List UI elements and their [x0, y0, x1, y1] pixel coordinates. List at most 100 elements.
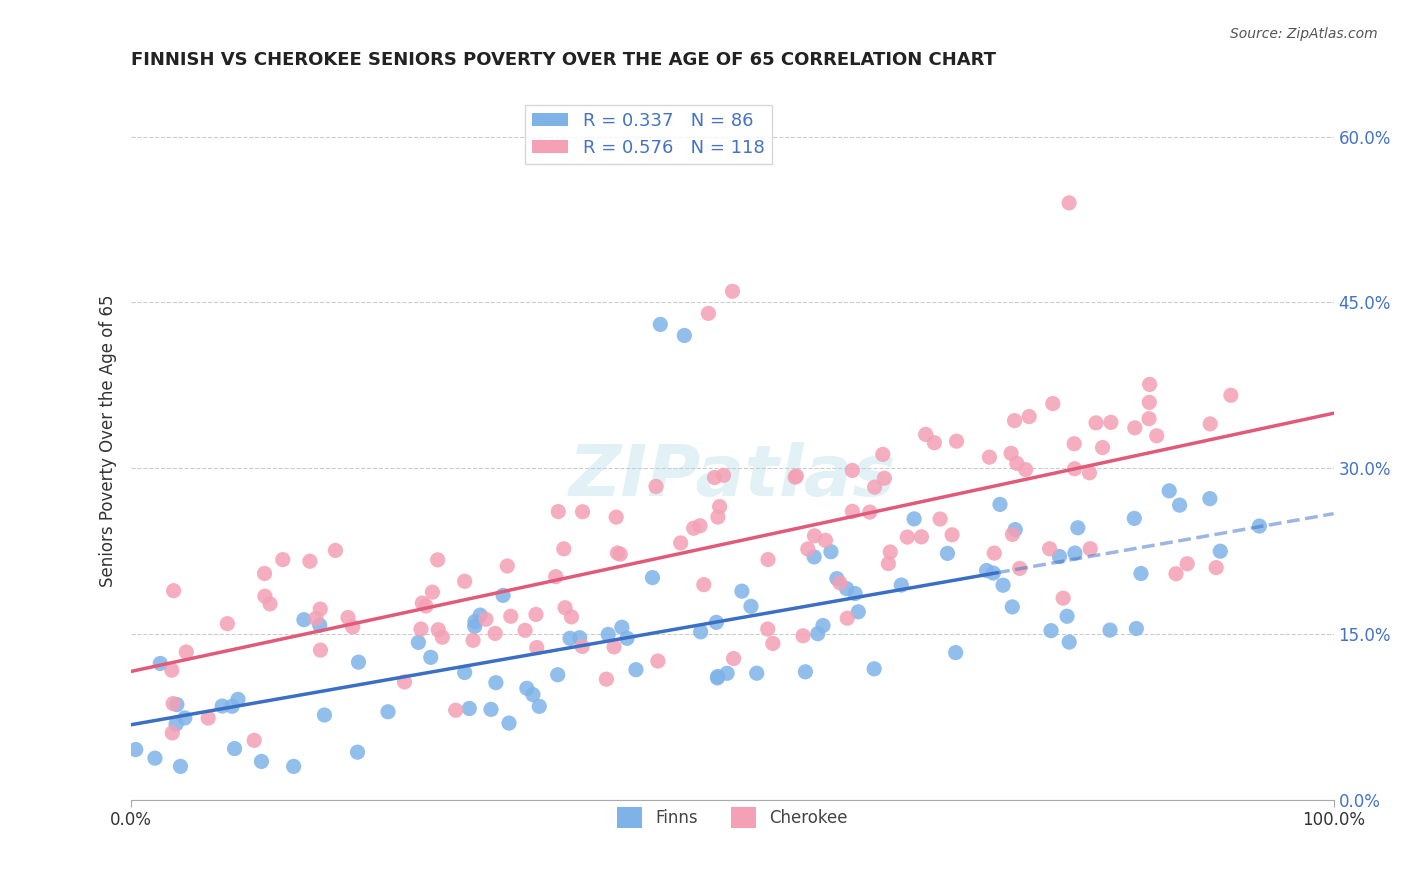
Point [173, 711, 195, 725]
Point [453, 574, 475, 589]
Point [941, 528, 963, 542]
Point [879, 545, 901, 559]
Point [890, 578, 912, 592]
Point [308, 618, 330, 632]
Point [1123, 421, 1146, 435]
Point [553, 541, 575, 556]
Point [485, 675, 508, 690]
Point [792, 629, 814, 643]
Point [554, 600, 576, 615]
Point [162, 726, 184, 740]
Point [342, 620, 364, 634]
Point [513, 624, 536, 638]
Point [1159, 483, 1181, 498]
Point [647, 654, 669, 668]
Point [723, 651, 745, 665]
Point [689, 518, 711, 533]
Point [709, 500, 731, 514]
Point [292, 613, 315, 627]
Point [544, 569, 567, 583]
Point [598, 627, 620, 641]
Point [988, 497, 1011, 511]
Point [605, 510, 627, 524]
Point [143, 751, 166, 765]
Point [411, 596, 433, 610]
Point [1168, 498, 1191, 512]
Point [846, 605, 869, 619]
Point [945, 434, 967, 449]
Point [745, 666, 768, 681]
Point [814, 533, 837, 548]
Point [1000, 446, 1022, 460]
Point [298, 554, 321, 568]
Point [1008, 561, 1031, 575]
Point [432, 630, 454, 644]
Point [470, 608, 492, 623]
Point [558, 632, 581, 646]
Point [174, 645, 197, 659]
Point [453, 665, 475, 680]
Point [1078, 466, 1101, 480]
Point [1014, 463, 1036, 477]
Point [259, 597, 281, 611]
Point [703, 470, 725, 484]
Point [1057, 195, 1080, 210]
Point [803, 549, 825, 564]
Point [347, 655, 370, 669]
Point [785, 469, 807, 483]
Point [983, 546, 1005, 560]
Point [835, 582, 858, 596]
Point [458, 701, 481, 715]
Point [568, 631, 591, 645]
Point [571, 505, 593, 519]
Point [162, 697, 184, 711]
Point [309, 602, 332, 616]
Point [516, 681, 538, 696]
Point [616, 632, 638, 646]
Point [1137, 411, 1160, 425]
Point [863, 662, 886, 676]
Point [162, 583, 184, 598]
Point [837, 611, 859, 625]
Point [1139, 377, 1161, 392]
Point [394, 675, 416, 690]
Point [1125, 622, 1147, 636]
Point [1091, 441, 1114, 455]
Point [740, 599, 762, 614]
Point [844, 586, 866, 600]
Point [707, 510, 730, 524]
Point [991, 578, 1014, 592]
Point [756, 552, 779, 566]
Point [859, 505, 882, 519]
Point [283, 759, 305, 773]
Point [547, 505, 569, 519]
Point [166, 698, 188, 712]
Point [1001, 599, 1024, 614]
Point [841, 504, 863, 518]
Point [794, 665, 817, 679]
Text: ZIPatlas: ZIPatlas [569, 442, 896, 511]
Point [682, 521, 704, 535]
Point [165, 717, 187, 731]
Point [309, 643, 332, 657]
Point [606, 546, 628, 560]
Point [427, 623, 450, 637]
Point [125, 742, 148, 756]
Point [924, 435, 946, 450]
Point [1137, 395, 1160, 409]
Point [1129, 566, 1152, 581]
Point [1209, 544, 1232, 558]
Point [716, 666, 738, 681]
Point [498, 716, 520, 731]
Point [762, 636, 785, 650]
Point [271, 552, 294, 566]
Point [1063, 462, 1085, 476]
Point [547, 667, 569, 681]
Point [936, 546, 959, 560]
Point [641, 571, 664, 585]
Point [305, 611, 328, 625]
Text: FINNISH VS CHEROKEE SENIORS POVERTY OVER THE AGE OF 65 CORRELATION CHART: FINNISH VS CHEROKEE SENIORS POVERTY OVER… [131, 51, 997, 69]
Point [1164, 566, 1187, 581]
Point [250, 755, 273, 769]
Point [496, 559, 519, 574]
